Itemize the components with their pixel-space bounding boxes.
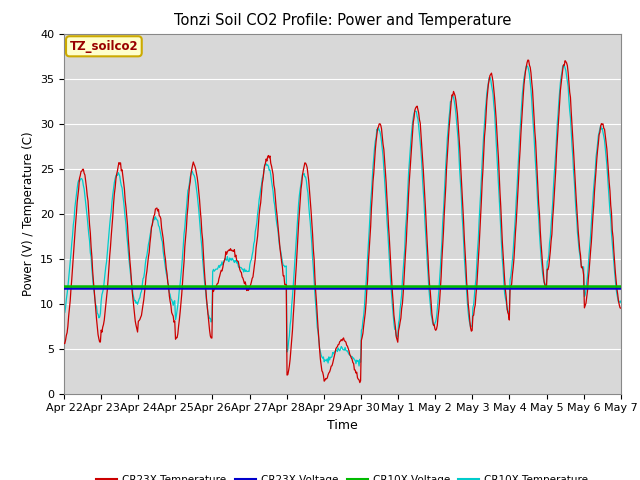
- CR23X Temperature: [411, 108, 419, 113]
- CR23X Temperature: [356, 380, 364, 385]
- CR23X Temperature: [60, 340, 68, 346]
- CR23X Temperature: [70, 244, 78, 250]
- CR10X Temperature: [411, 108, 419, 114]
- CR10X Temperature: [428, 312, 435, 317]
- Y-axis label: Power (V) / Temperature (C): Power (V) / Temperature (C): [22, 132, 35, 296]
- CR23X Voltage: [60, 285, 68, 291]
- X-axis label: Time: Time: [327, 419, 358, 432]
- CR10X Temperature: [60, 311, 68, 316]
- CR10X Temperature: [184, 188, 192, 193]
- CR10X Voltage: [410, 283, 418, 288]
- Legend: CR23X Temperature, CR23X Voltage, CR10X Voltage, CR10X Temperature: CR23X Temperature, CR23X Voltage, CR10X …: [92, 471, 593, 480]
- CR10X Voltage: [70, 283, 78, 288]
- CR10X Temperature: [355, 363, 363, 369]
- CR10X Temperature: [617, 298, 625, 304]
- CR23X Temperature: [127, 277, 135, 283]
- Title: Tonzi Soil CO2 Profile: Power and Temperature: Tonzi Soil CO2 Profile: Power and Temper…: [173, 13, 511, 28]
- CR23X Temperature: [214, 281, 221, 287]
- Text: TZ_soilco2: TZ_soilco2: [70, 40, 138, 53]
- CR23X Temperature: [428, 299, 435, 305]
- CR10X Voltage: [617, 283, 625, 288]
- CR10X Voltage: [426, 283, 434, 288]
- CR23X Voltage: [410, 285, 418, 291]
- CR23X Temperature: [184, 204, 192, 210]
- Line: CR23X Temperature: CR23X Temperature: [64, 60, 621, 383]
- CR10X Temperature: [127, 279, 135, 285]
- CR23X Voltage: [184, 285, 192, 291]
- CR23X Voltage: [70, 285, 78, 291]
- CR23X Voltage: [127, 285, 135, 291]
- CR10X Temperature: [214, 266, 221, 272]
- CR23X Voltage: [617, 285, 625, 291]
- CR10X Voltage: [214, 283, 221, 288]
- CR10X Temperature: [70, 216, 78, 222]
- CR10X Voltage: [60, 283, 68, 288]
- CR23X Voltage: [214, 285, 221, 291]
- Line: CR10X Temperature: CR10X Temperature: [64, 65, 621, 366]
- CR10X Voltage: [127, 283, 135, 288]
- CR23X Temperature: [524, 57, 532, 63]
- CR10X Voltage: [184, 283, 192, 288]
- CR10X Temperature: [561, 62, 568, 68]
- CR23X Voltage: [426, 285, 434, 291]
- CR23X Temperature: [617, 305, 625, 311]
